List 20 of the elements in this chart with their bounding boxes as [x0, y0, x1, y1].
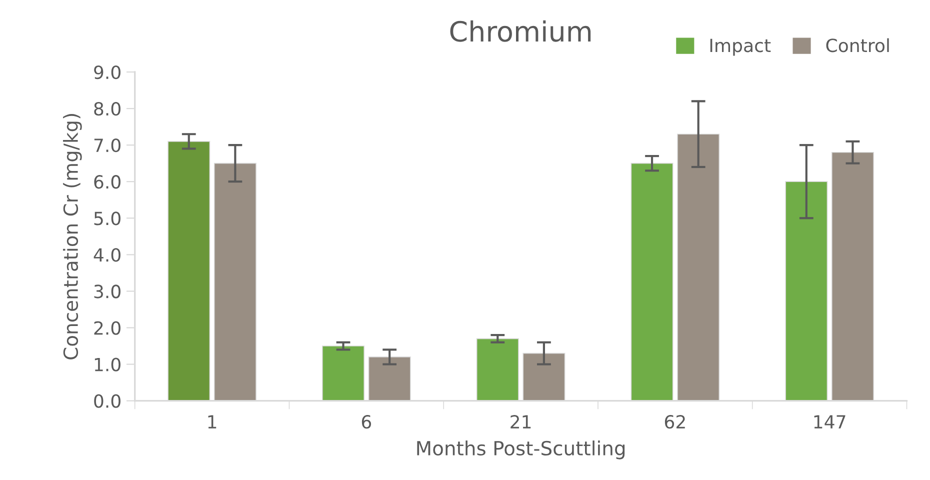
- y-tick-label: 7.0: [94, 138, 120, 152]
- y-tick-label: 2.0: [94, 321, 120, 335]
- y-tick-label: 1.0: [94, 358, 120, 372]
- y-axis-title: Concentration Cr (mg/kg): [63, 114, 82, 360]
- y-tick-label: 5.0: [94, 212, 120, 226]
- y-tick-label: 3.0: [94, 284, 120, 298]
- y-tick-label: 4.0: [94, 248, 120, 262]
- x-tick-label: 1: [208, 415, 216, 428]
- x-tick-label: 147: [814, 415, 846, 428]
- x-tick-label: 21: [510, 415, 531, 428]
- x-tick-label: 6: [362, 415, 372, 429]
- y-tick-label: 8.0: [94, 102, 120, 116]
- y-tick-label: 6.0: [94, 175, 120, 189]
- x-axis-title: Months Post-Scuttling: [417, 440, 625, 460]
- chart-title: Chromium: [450, 20, 591, 42]
- y-tick-label: 9.0: [94, 65, 120, 80]
- legend-label: Impact: [710, 38, 771, 56]
- y-tick-label: 0.0: [94, 394, 120, 408]
- legend-label: Control: [826, 38, 889, 52]
- x-tick-label: 62: [664, 415, 685, 429]
